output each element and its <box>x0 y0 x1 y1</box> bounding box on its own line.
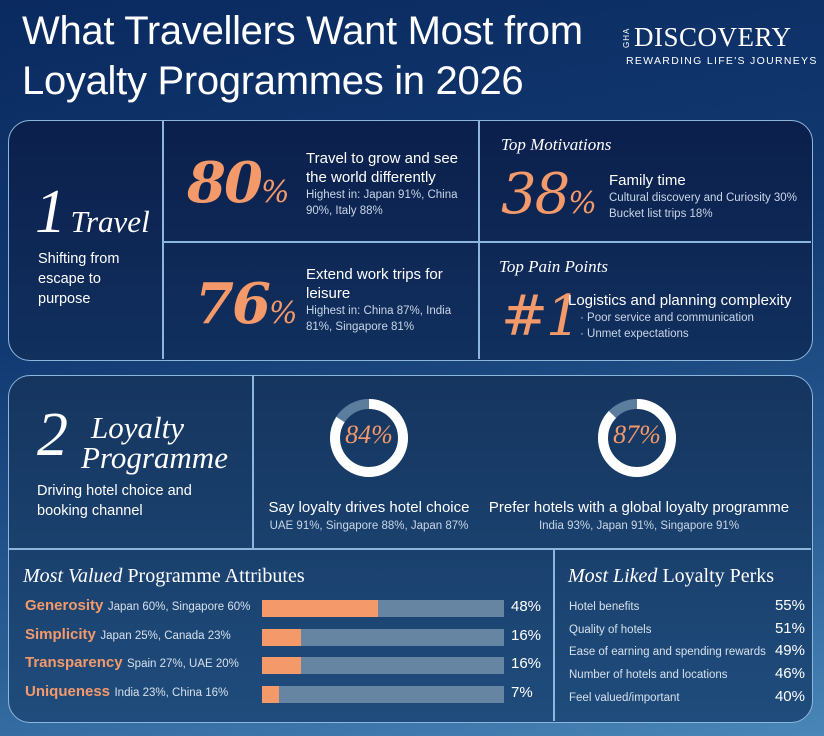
bar-label: Generosity Japan 60%, Singapore 60% <box>25 597 251 614</box>
motivation-value: 38% <box>501 162 597 227</box>
donut-detail: India 93%, Japan 91%, Singapore 91% <box>538 520 740 532</box>
section-subtitle: Shifting from escape to purpose <box>38 251 120 307</box>
perk-label: Feel valued/important <box>569 691 680 704</box>
bar-fill <box>262 600 379 617</box>
perk-label: Hotel benefits <box>569 601 640 613</box>
perk-value: 55% <box>774 597 805 614</box>
pain-rank: #1 <box>501 284 582 349</box>
bar-label: Simplicity Japan 25%, Canada 23% <box>25 625 231 643</box>
section-heading: 1 Travel <box>35 178 150 246</box>
bar-fill <box>262 686 279 704</box>
pain-points-title: Top Pain Points <box>499 257 608 276</box>
bar-track <box>262 628 504 646</box>
divider <box>478 121 480 359</box>
bar-value-label: 7% <box>511 684 533 702</box>
pain-text: Logistics and planning complexity · Poor… <box>568 292 792 340</box>
section-number: 2 <box>37 401 68 469</box>
perk-value: 40% <box>774 687 805 705</box>
donut-caption: Prefer hotels with a global loyalty prog… <box>488 499 790 516</box>
bar-fill <box>262 628 301 646</box>
divider <box>162 121 164 359</box>
section-word: Loyalty <box>91 410 184 445</box>
perk-value: 46% <box>774 665 805 683</box>
loyalty-panel: 2 Loyalty Programme Driving hotel choice… <box>8 375 813 723</box>
donut-chart-2 <box>598 399 676 477</box>
divider <box>9 548 811 550</box>
perk-row: Quality of hotels 51% <box>569 620 805 637</box>
motivations-title: Top Motivations <box>501 135 612 154</box>
bar-value-label: 16% <box>511 655 542 673</box>
donut-label: 87% <box>613 420 661 449</box>
donut-label: 84% <box>345 420 393 449</box>
donut-detail: UAE 91%, Singapore 88%, Japan 87% <box>269 520 469 532</box>
attributes-title: Most Valued Programme Attributes <box>23 565 305 587</box>
bar-track <box>262 657 504 675</box>
section-word: Programme <box>81 440 228 475</box>
perk-row: Feel valued/important 40% <box>569 688 805 705</box>
page-title: What Travellers Want Most from Loyalty P… <box>22 9 583 103</box>
travel-panel: 1 Travel Shifting from escape to purpose… <box>8 120 813 361</box>
perk-label: Number of hotels and locations <box>569 669 728 682</box>
perk-row: Ease of earning and spending rewards 49% <box>569 642 805 659</box>
perks-title: Most Liked Loyalty Perks <box>568 565 775 587</box>
perk-label: Ease of earning and spending rewards <box>569 646 766 659</box>
bar-track <box>262 686 504 704</box>
donut-segment <box>598 399 676 477</box>
bar-value-label: 48% <box>511 598 542 615</box>
stat-value: 80% <box>187 150 290 216</box>
stat-text: Travel to grow and see the world differe… <box>306 150 459 217</box>
perk-row: Number of hotels and locations 46% <box>569 665 805 682</box>
divider <box>162 241 811 243</box>
perk-value: 49% <box>774 642 805 660</box>
bar-track <box>262 600 504 617</box>
gha-discovery-logo: GHA DISCOVERY REWARDING LIFE'S JOURNEYS <box>622 22 818 67</box>
donut-segment <box>330 399 408 477</box>
bar-value-label: 16% <box>511 626 542 644</box>
section-subtitle: Driving hotel choice and booking channel <box>37 483 192 519</box>
bar-label: Uniqueness India 23%, China 16% <box>25 683 229 701</box>
stat-text: Extend work trips for leisure Highest in… <box>306 266 452 333</box>
bar-label: Transparency Spain 27%, UAE 20% <box>25 654 239 672</box>
donut-caption: Say loyalty drives hotel choice <box>268 499 470 516</box>
bar-fill <box>262 657 301 675</box>
divider <box>252 376 254 548</box>
motivation-text: Family time Cultural discovery and Curio… <box>609 172 797 220</box>
divider <box>553 548 555 721</box>
donut-chart-1 <box>330 399 408 477</box>
perk-value: 51% <box>774 619 805 637</box>
perk-label: Quality of hotels <box>569 623 652 636</box>
perk-row: Hotel benefits 55% <box>569 597 805 614</box>
stat-value: 76% <box>195 271 298 337</box>
